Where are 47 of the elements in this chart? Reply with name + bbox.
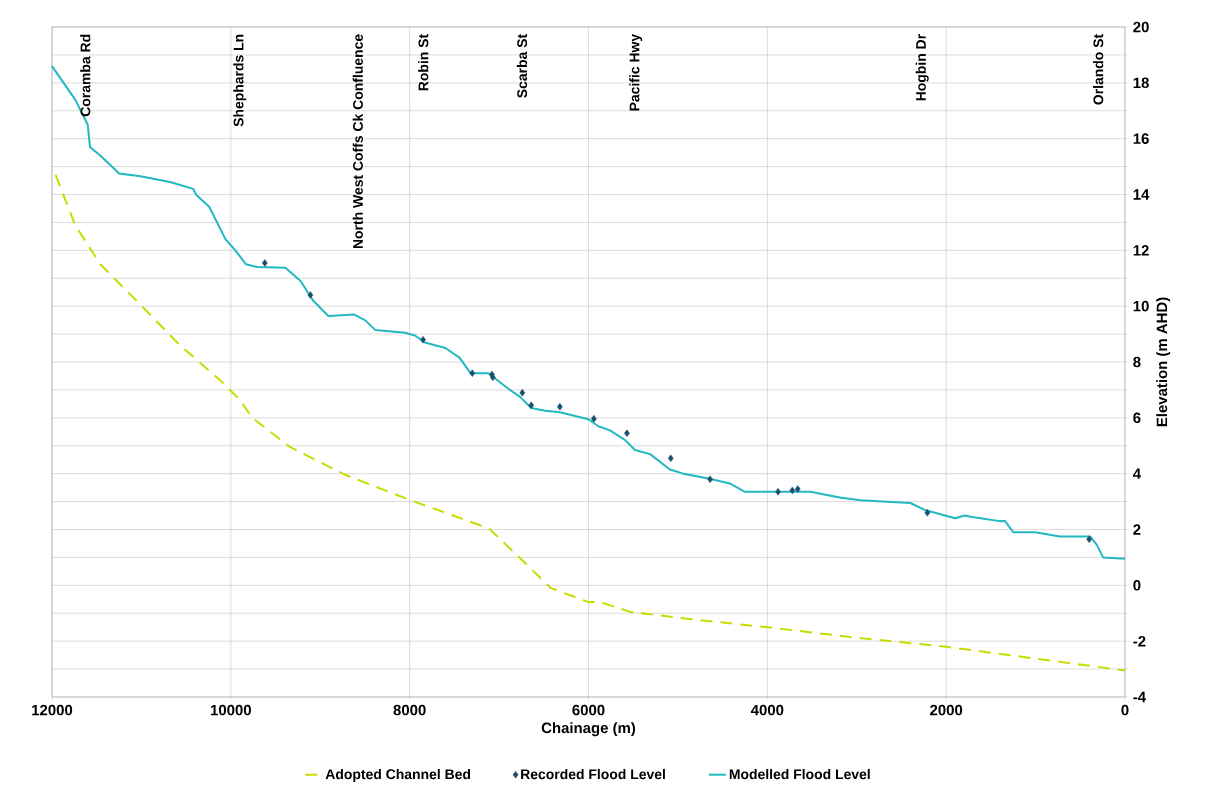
- x-tick-label: 4000: [750, 704, 784, 716]
- line-series: [54, 173, 1126, 672]
- annotation: North West Coffs Ck Confluence: [352, 34, 363, 249]
- x-tick-label: 8000: [393, 704, 426, 716]
- point: [794, 485, 801, 493]
- legend-label: Adopted Channel Bed: [325, 768, 471, 782]
- x-tick-label: 10000: [210, 704, 251, 716]
- annotation: Scarba St: [516, 34, 528, 98]
- point: [307, 291, 314, 299]
- y-tick-label: -2: [1133, 635, 1146, 647]
- point: [261, 259, 268, 267]
- y-axis-title: Elevation (m AHD): [1156, 297, 1171, 427]
- y-tick-label: 10: [1133, 300, 1149, 312]
- point: [707, 475, 713, 483]
- y-tick-label: 18: [1133, 77, 1149, 89]
- point: [624, 429, 630, 437]
- x-tick-label: 2000: [930, 704, 963, 716]
- annotation: Shephards Ln: [233, 34, 247, 127]
- y-tick-label: 16: [1133, 133, 1149, 144]
- y-tick-label: 14: [1133, 189, 1150, 200]
- x-tick-label: 6000: [572, 704, 605, 716]
- point: [528, 401, 535, 409]
- point: [469, 369, 476, 377]
- point: [519, 389, 526, 397]
- x-tick-label: 0: [1121, 704, 1129, 716]
- point: [789, 486, 796, 495]
- annotation: Hogbin Dr: [915, 34, 929, 101]
- x-axis-title: Chainage (m): [541, 722, 636, 737]
- annotation: Orlando St: [1093, 34, 1104, 105]
- y-tick-label: 2: [1133, 524, 1141, 535]
- y-tick-label: 6: [1133, 412, 1141, 424]
- y-tick-label: 0: [1133, 580, 1141, 591]
- y-tick-label: 12: [1133, 245, 1149, 256]
- point: [667, 454, 674, 463]
- annotation: Robin St: [418, 34, 429, 91]
- y-tick-label: 8: [1133, 356, 1141, 368]
- y-tick-label: 20: [1133, 21, 1149, 33]
- point: [924, 509, 931, 517]
- point: [1086, 535, 1093, 543]
- y-tick-label: 4: [1132, 468, 1141, 479]
- annotation: Coramba Rd: [80, 34, 91, 117]
- x-tick-label: 12000: [32, 704, 73, 716]
- legend-label: Recorded Flood Level: [521, 768, 665, 780]
- legend-label: Modelled Flood Level: [729, 768, 870, 780]
- y-tick-label: -4: [1133, 691, 1146, 703]
- point: [775, 488, 781, 496]
- annotation: Pacific Hwy: [629, 33, 643, 111]
